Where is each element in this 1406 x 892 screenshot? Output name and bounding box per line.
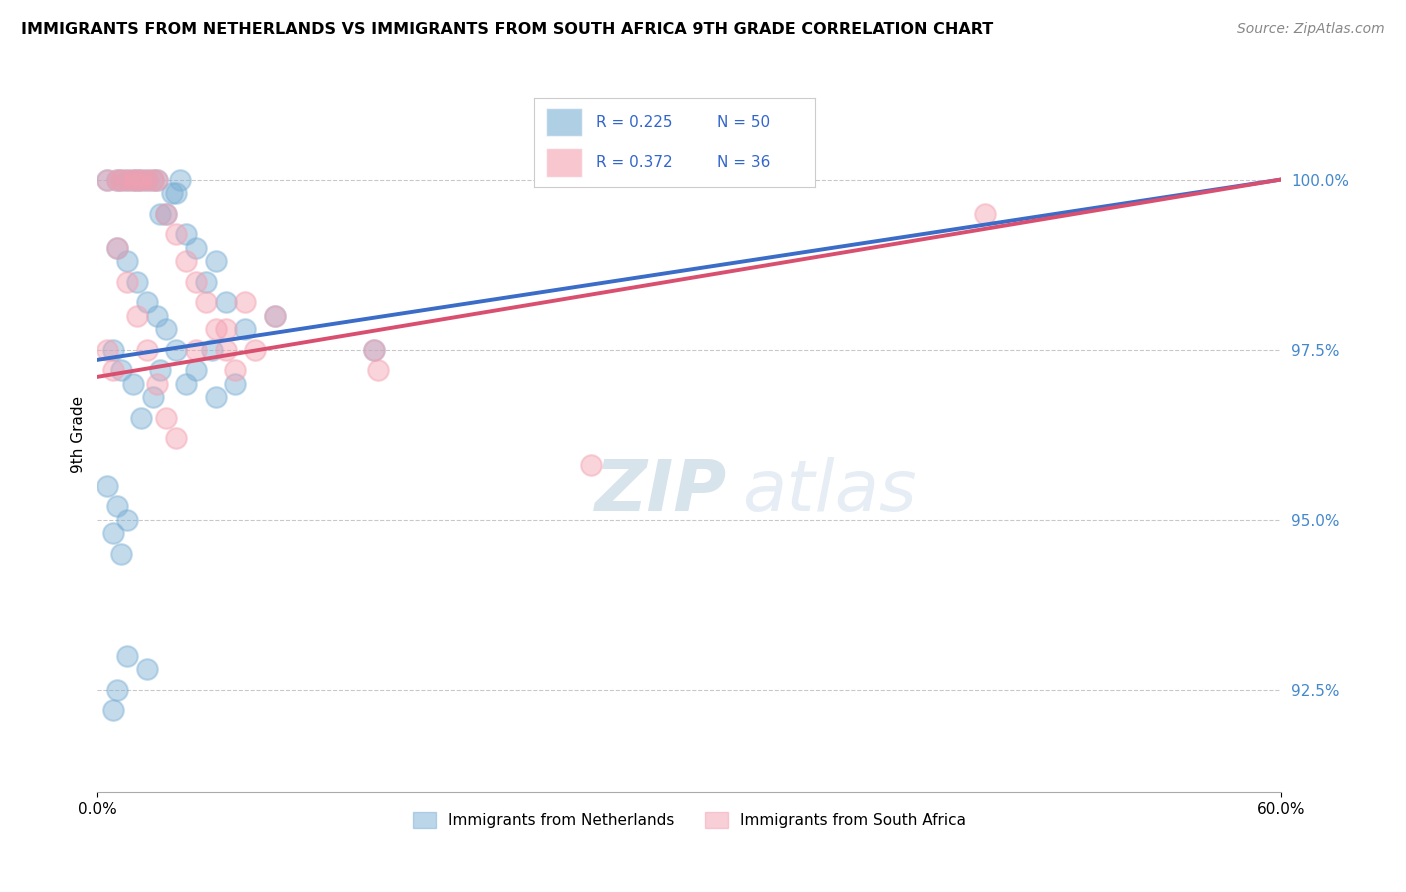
Point (149, 363, 172, 377)
Point (105, 172, 128, 186)
Point (142, 172, 165, 186)
Point (204, 322, 226, 336)
Point (184, 241, 207, 255)
Point (115, 275, 138, 289)
Text: Source: ZipAtlas.com: Source: ZipAtlas.com (1237, 22, 1385, 37)
Point (129, 172, 152, 186)
Point (165, 186, 187, 201)
Point (165, 431, 187, 445)
Point (129, 410, 152, 425)
Point (363, 343, 385, 357)
Point (121, 172, 143, 186)
Point (149, 206, 172, 220)
Point (165, 227, 187, 241)
Point (110, 172, 132, 186)
Point (110, 547, 132, 561)
Point (264, 309, 287, 323)
Point (233, 295, 256, 310)
Point (264, 309, 287, 323)
FancyBboxPatch shape (546, 148, 582, 177)
Point (184, 343, 207, 357)
Point (174, 227, 197, 241)
Text: IMMIGRANTS FROM NETHERLANDS VS IMMIGRANTS FROM SOUTH AFRICA 9TH GRADE CORRELATIO: IMMIGRANTS FROM NETHERLANDS VS IMMIGRANT… (21, 22, 994, 37)
Point (125, 172, 148, 186)
Point (129, 172, 152, 186)
Point (125, 309, 148, 323)
Point (165, 343, 187, 357)
Point (155, 410, 177, 425)
Point (233, 322, 256, 336)
Point (101, 343, 124, 357)
Point (105, 499, 128, 513)
Point (135, 172, 157, 186)
Point (110, 172, 132, 186)
Point (115, 172, 138, 186)
Point (145, 172, 167, 186)
Point (155, 206, 177, 220)
Point (184, 275, 207, 289)
Text: ZIP: ZIP (595, 458, 727, 526)
Text: N = 36: N = 36 (717, 155, 770, 169)
Point (174, 254, 197, 268)
Point (135, 172, 157, 186)
Point (105, 241, 128, 255)
Point (101, 703, 124, 717)
Point (224, 376, 246, 391)
Y-axis label: 9th Grade: 9th Grade (72, 396, 86, 474)
Point (96, 479, 118, 493)
Point (121, 376, 143, 391)
Legend: Immigrants from Netherlands, Immigrants from South Africa: Immigrants from Netherlands, Immigrants … (406, 806, 972, 834)
Point (169, 172, 191, 186)
Point (105, 682, 128, 697)
Point (115, 513, 138, 527)
Point (224, 363, 246, 377)
Point (579, 458, 602, 473)
Text: R = 0.225: R = 0.225 (596, 115, 672, 129)
Point (204, 254, 226, 268)
Point (974, 206, 997, 220)
Point (142, 172, 165, 186)
Point (110, 363, 132, 377)
Point (145, 172, 167, 186)
Point (145, 309, 167, 323)
Point (96, 343, 118, 357)
Point (96, 172, 118, 186)
Text: N = 50: N = 50 (717, 115, 770, 129)
Point (125, 275, 148, 289)
Point (115, 648, 138, 663)
Point (105, 241, 128, 255)
Point (142, 390, 165, 404)
Point (363, 343, 385, 357)
Point (174, 376, 197, 391)
Point (366, 363, 388, 377)
Point (214, 322, 236, 336)
Point (115, 172, 138, 186)
Point (101, 363, 124, 377)
Point (135, 663, 157, 677)
Point (214, 295, 236, 310)
Point (101, 526, 124, 541)
Point (194, 295, 217, 310)
Point (145, 376, 167, 391)
Point (96, 172, 118, 186)
Text: atlas: atlas (742, 458, 917, 526)
Point (121, 172, 143, 186)
Point (204, 390, 226, 404)
Point (125, 172, 148, 186)
Text: R = 0.372: R = 0.372 (596, 155, 672, 169)
Point (115, 254, 138, 268)
Point (201, 343, 224, 357)
FancyBboxPatch shape (546, 108, 582, 136)
Point (135, 295, 157, 310)
Point (243, 343, 266, 357)
Point (194, 275, 217, 289)
Point (105, 172, 128, 186)
Point (162, 186, 184, 201)
Point (214, 343, 236, 357)
Point (135, 343, 157, 357)
Point (155, 206, 177, 220)
Point (155, 322, 177, 336)
Point (184, 363, 207, 377)
